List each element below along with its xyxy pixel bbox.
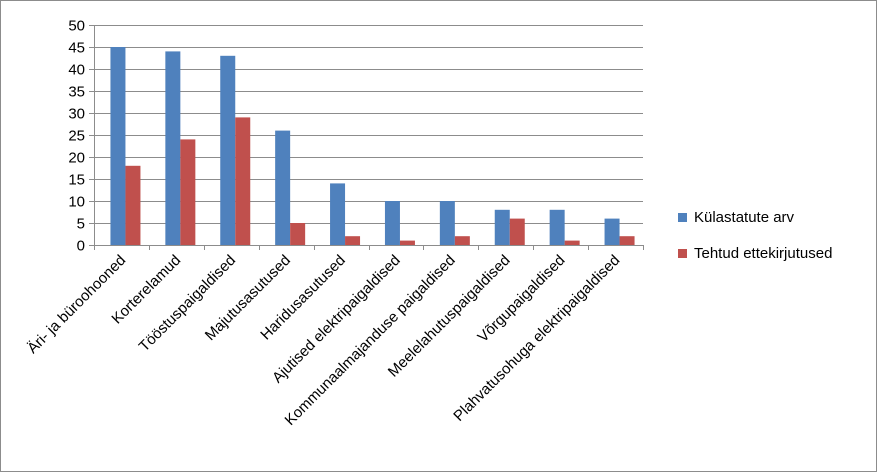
bar-kulastatute-arv [275,130,291,245]
bar-tehtud-ettekirjutused [509,218,525,245]
bar-kulastatute-arv [494,209,510,245]
legend: Külastatute arv Tehtud ettekirjutused [678,209,832,262]
bar-kulastatute-arv [549,209,565,245]
bar-tehtud-ettekirjutused [399,240,415,245]
bars [110,47,635,246]
legend-label: Tehtud ettekirjutused [694,245,832,262]
y-tick-label: 20 [68,150,85,167]
bar-tehtud-ettekirjutused [564,240,580,245]
bar-kulastatute-arv [110,47,126,245]
legend-swatch [678,213,687,222]
y-tick-label: 25 [68,128,85,145]
bar-tehtud-ettekirjutused [125,165,141,245]
legend-label: Külastatute arv [694,209,795,226]
bar-tehtud-ettekirjutused [454,236,470,245]
y-tick-label: 35 [68,84,85,101]
x-tick-label: Äri- ja büroohooned [24,252,129,357]
y-tick-label: 0 [77,238,85,255]
bar-tehtud-ettekirjutused [290,223,306,245]
bar-kulastatute-arv [384,201,400,245]
bar-tehtud-ettekirjutused [180,139,196,245]
y-axis-ticks: 0 5 10 15 20 25 30 35 40 45 50 [68,18,85,255]
x-axis-ticks: Äri- ja büroohoonedKorterelamudTööstuspa… [24,252,623,429]
y-tick-label: 15 [68,172,85,189]
bar-kulastatute-arv [165,51,181,246]
y-tick-label: 45 [68,40,85,57]
bar-tehtud-ettekirjutused [235,117,251,245]
bar-kulastatute-arv [604,218,620,245]
y-tick-label: 5 [77,216,85,233]
bar-kulastatute-arv [330,183,346,245]
y-tick-label: 10 [68,194,85,211]
bar-tehtud-ettekirjutused [345,236,361,245]
bar-kulastatute-arv [220,55,236,245]
x-tick-label: Tööstuspaigaldised [136,252,239,355]
bar-tehtud-ettekirjutused [619,236,635,245]
axes [89,25,644,250]
legend-swatch [678,249,687,258]
bar-kulastatute-arv [439,201,455,245]
y-tick-label: 30 [68,106,85,123]
y-tick-label: 40 [68,62,85,79]
y-tick-label: 50 [68,18,85,35]
